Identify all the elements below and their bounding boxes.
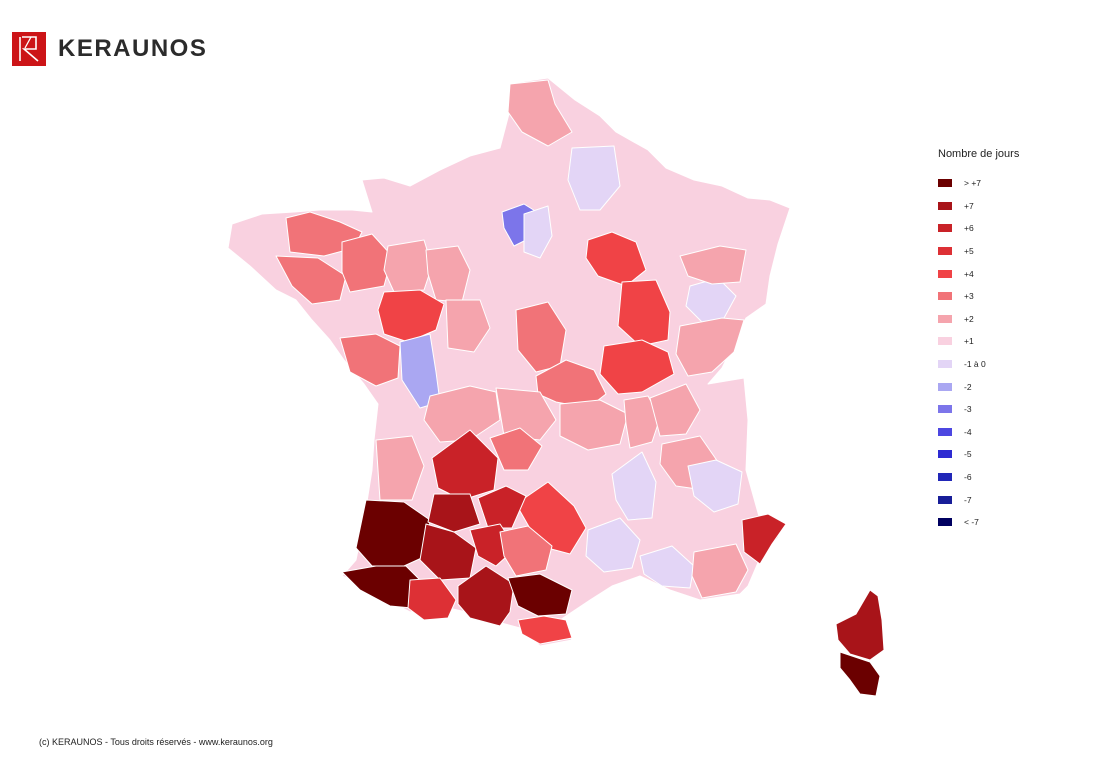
legend-item: < -7: [938, 511, 1058, 534]
region-essonne: [523, 205, 553, 259]
legend-item: -3: [938, 398, 1058, 421]
legend-item: -7: [938, 488, 1058, 511]
keraunos-logo: KERAUNOS: [12, 32, 207, 66]
region-ardeche: [611, 451, 657, 521]
legend-swatch: [938, 292, 952, 301]
keraunos-logo-icon: [12, 32, 46, 66]
region-haute-garonne: [457, 565, 515, 627]
legend-label: -5: [964, 449, 972, 460]
legend-label: -4: [964, 426, 972, 437]
legend-item: +1: [938, 330, 1058, 353]
region-loire: [623, 395, 661, 449]
legend-label: -6: [964, 472, 972, 483]
legend-item: +4: [938, 262, 1058, 285]
legend: Nombre de jours > +7 +7 +6 +5 +4 +3 +2 +…: [938, 148, 1058, 534]
region-alpes-maritimes: [741, 513, 787, 565]
legend-swatch: [938, 247, 952, 256]
region-landes: [355, 499, 431, 567]
legend-item: +3: [938, 285, 1058, 308]
legend-swatch: [938, 269, 952, 278]
region-saone-loire: [599, 339, 675, 395]
region-var: [691, 543, 749, 599]
region-aude: [507, 573, 573, 617]
legend-swatch: [938, 427, 952, 436]
legend-item: +6: [938, 217, 1058, 240]
legend-swatch: [938, 473, 952, 482]
legend-swatch: [938, 314, 952, 323]
region-gard: [585, 517, 641, 573]
legend-label: +6: [964, 223, 974, 234]
region-doubs: [675, 317, 745, 377]
legend-swatch: [938, 360, 952, 369]
legend-label: +4: [964, 268, 974, 279]
legend-items: > +7 +7 +6 +5 +4 +3 +2 +1 -1 à 0 -2 -3 -…: [938, 172, 1058, 534]
legend-item: -2: [938, 375, 1058, 398]
region-hautes-alpes: [687, 459, 743, 513]
legend-label: < -7: [964, 517, 979, 528]
region-vendee: [339, 333, 401, 387]
legend-item: +5: [938, 240, 1058, 263]
legend-label: -7: [964, 494, 972, 505]
region-hautes-pyrenees: [407, 577, 457, 621]
legend-label: -2: [964, 381, 972, 392]
region-herault: [499, 525, 553, 577]
region-haute-vienne: [495, 387, 557, 441]
region-bouches-rhone: [639, 545, 695, 589]
region-orne: [383, 239, 433, 293]
legend-item: +2: [938, 308, 1058, 331]
legend-swatch: [938, 495, 952, 504]
legend-item: -1 à 0: [938, 353, 1058, 376]
legend-swatch: [938, 518, 952, 527]
legend-swatch: [938, 201, 952, 210]
legend-label: +7: [964, 200, 974, 211]
region-nord: [507, 79, 573, 147]
legend-label: -1 à 0: [964, 359, 986, 370]
region-tarn: [477, 485, 527, 529]
copyright-footer: (c) KERAUNOS - Tous droits réservés - ww…: [39, 737, 273, 747]
region-morbihan: [275, 255, 347, 305]
legend-label: -3: [964, 404, 972, 415]
brand-name: KERAUNOS: [58, 35, 208, 62]
legend-title: Nombre de jours: [938, 148, 1020, 160]
region-dordogne: [431, 429, 499, 501]
legend-item: -4: [938, 421, 1058, 444]
region-pyrenees-orientales: [517, 615, 573, 645]
region-charente: [375, 435, 425, 501]
region-cote-or: [617, 279, 671, 347]
region-creuse: [423, 385, 501, 443]
legend-item: > +7: [938, 172, 1058, 195]
legend-label: +2: [964, 313, 974, 324]
legend-label: +5: [964, 246, 974, 257]
map-regions: [227, 77, 885, 697]
legend-item: -6: [938, 466, 1058, 489]
legend-swatch: [938, 337, 952, 346]
legend-label: +1: [964, 336, 974, 347]
region-cantal: [559, 399, 629, 451]
legend-label: > +7: [964, 178, 982, 189]
legend-swatch: [938, 405, 952, 414]
region-vosges: [679, 245, 747, 285]
legend-label: +3: [964, 291, 974, 302]
legend-item: +7: [938, 195, 1058, 218]
region-haute-corse: [835, 589, 885, 661]
region-rhone: [649, 383, 701, 437]
region-aube: [585, 231, 647, 287]
region-loir-cher: [445, 299, 491, 353]
region-lot-garonne: [427, 493, 481, 533]
legend-swatch: [938, 224, 952, 233]
region-marne: [567, 145, 621, 211]
legend-item: -5: [938, 443, 1058, 466]
region-correze: [489, 427, 543, 471]
region-ille-vilaine: [341, 233, 393, 293]
legend-swatch: [938, 450, 952, 459]
region-corse-du-sud: [839, 651, 881, 697]
legend-swatch: [938, 382, 952, 391]
legend-swatch: [938, 179, 952, 188]
